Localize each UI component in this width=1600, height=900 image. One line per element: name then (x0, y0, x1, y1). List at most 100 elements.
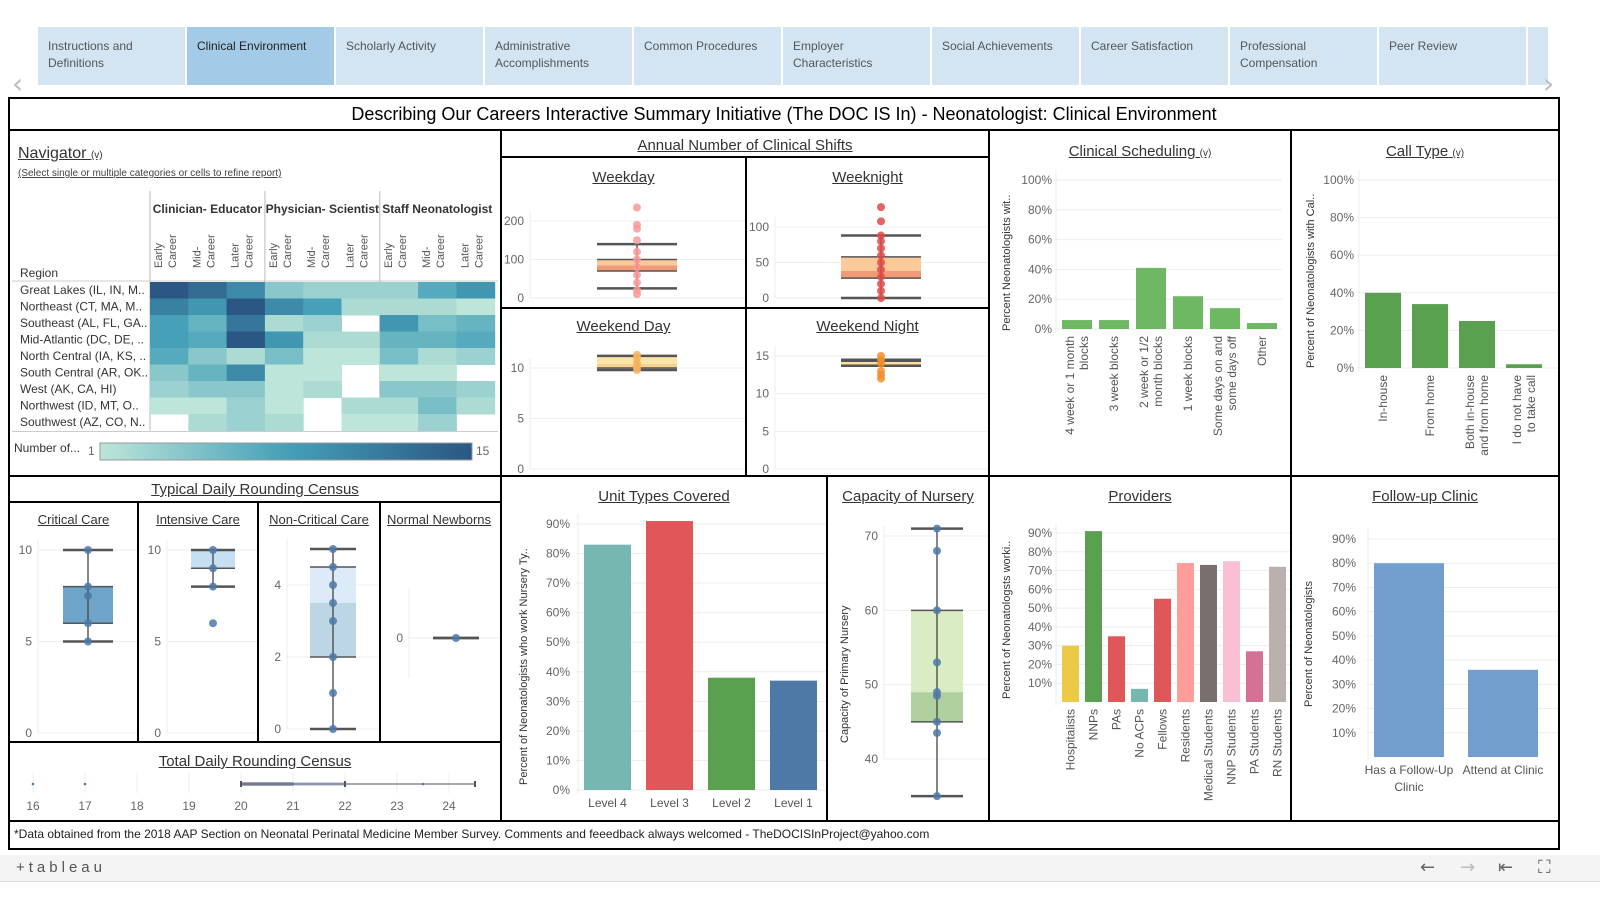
region-label[interactable]: Northwest (ID, MT, O.. (20, 399, 139, 413)
heatmap-cell[interactable] (188, 414, 228, 431)
heatmap-cell[interactable] (264, 381, 304, 398)
tab-peer-review[interactable]: Peer Review (1379, 27, 1526, 85)
data-point[interactable] (291, 782, 295, 786)
region-label[interactable]: Northeast (CT, MA, M.. (20, 300, 142, 314)
heatmap-cell[interactable] (188, 397, 228, 415)
data-point[interactable] (877, 237, 885, 246)
data-point[interactable] (933, 688, 941, 697)
data-point[interactable] (329, 689, 337, 697)
data-point[interactable] (84, 582, 92, 591)
subcolumn-header[interactable]: Mid- (421, 246, 433, 268)
data-point[interactable] (633, 247, 641, 256)
heatmap-cell[interactable] (150, 298, 189, 316)
data-point[interactable] (933, 606, 941, 615)
data-point[interactable] (633, 286, 641, 295)
subcolumn-header[interactable]: Later (459, 243, 471, 268)
heatmap-cell[interactable] (226, 282, 266, 299)
data-point[interactable] (329, 563, 337, 571)
heatmap-cell[interactable] (226, 348, 266, 365)
heatmap-cell[interactable] (150, 364, 189, 382)
tab-overflow[interactable] (1528, 27, 1548, 85)
data-point[interactable] (209, 546, 217, 554)
heatmap-cell[interactable] (418, 282, 457, 299)
data-point[interactable] (933, 717, 941, 726)
subcolumn-header[interactable]: Career (435, 234, 447, 268)
data-point[interactable] (933, 658, 941, 667)
data-point[interactable] (633, 255, 641, 264)
bar[interactable] (1062, 645, 1079, 702)
heatmap-cell[interactable] (188, 381, 228, 398)
heatmap-cell[interactable] (226, 298, 266, 316)
data-point[interactable] (84, 591, 92, 600)
tab-clinical-environment[interactable]: Clinical Environment (187, 27, 334, 85)
data-point[interactable] (84, 637, 92, 646)
navigator-toggle[interactable]: (v) (90, 150, 103, 161)
heatmap-cell[interactable] (418, 381, 457, 398)
heatmap-cell[interactable] (150, 397, 189, 415)
subcolumn-header[interactable]: Early (153, 242, 165, 268)
heatmap-cell[interactable] (341, 331, 381, 349)
bar[interactable] (1099, 320, 1129, 329)
redo-icon[interactable]: → (1460, 857, 1476, 878)
bar[interactable] (1412, 304, 1448, 368)
tableau-logo[interactable]: +tableau (16, 859, 106, 876)
revert-icon[interactable]: ⇤ (1498, 857, 1514, 878)
navigator-title[interactable]: Navigator (v) (18, 145, 103, 163)
heatmap-cell[interactable] (379, 414, 419, 431)
bar[interactable] (1246, 651, 1263, 702)
data-point[interactable] (84, 546, 92, 554)
heatmap-cell[interactable] (456, 315, 496, 332)
region-label[interactable]: Mid-Atlantic (DC, DE, .. (20, 333, 144, 347)
data-point[interactable] (633, 263, 641, 272)
data-point[interactable] (329, 545, 337, 553)
heatmap-cell[interactable] (303, 331, 342, 349)
data-point[interactable] (877, 286, 885, 295)
subcolumn-header[interactable]: Later (230, 243, 242, 268)
bar[interactable] (1062, 320, 1092, 329)
heatmap-cell[interactable] (264, 414, 304, 431)
heatmap-cell[interactable] (226, 414, 266, 431)
heatmap-cell[interactable] (418, 364, 457, 382)
toggle[interactable]: (v) (1452, 148, 1465, 159)
bar[interactable] (708, 677, 755, 790)
tab-employer-characteristics[interactable]: Employer Characteristics (783, 27, 930, 85)
data-point[interactable] (877, 258, 885, 267)
data-point[interactable] (209, 564, 217, 573)
subcolumn-header[interactable]: Career (359, 234, 371, 268)
subcolumn-header[interactable]: Mid- (306, 246, 318, 268)
data-point[interactable] (633, 350, 641, 359)
data-point[interactable] (452, 634, 460, 642)
heatmap-cell[interactable] (303, 282, 342, 299)
subcolumn-header[interactable]: Career (205, 234, 217, 268)
heatmap-cell[interactable] (303, 348, 342, 365)
data-point[interactable] (877, 265, 885, 274)
data-point[interactable] (877, 251, 885, 260)
bar[interactable] (1177, 563, 1194, 702)
region-label[interactable]: North Central (IA, KS, .. (20, 349, 146, 363)
heatmap-cell[interactable] (150, 331, 189, 349)
data-point[interactable] (877, 352, 885, 360)
heatmap-cell[interactable] (150, 348, 189, 365)
bar[interactable] (1223, 561, 1240, 702)
heatmap-cell[interactable] (456, 282, 496, 299)
subcolumn-header[interactable]: Career (320, 234, 332, 268)
data-point[interactable] (877, 294, 885, 302)
data-point[interactable] (329, 617, 337, 625)
heatmap-cell[interactable] (188, 298, 228, 316)
heatmap-cell[interactable] (188, 282, 228, 299)
heatmap-cell[interactable] (264, 364, 304, 382)
bar[interactable] (1269, 566, 1286, 702)
bar[interactable] (646, 521, 693, 790)
heatmap-cell[interactable] (456, 348, 496, 365)
heatmap-cell[interactable] (303, 298, 342, 316)
data-point[interactable] (329, 599, 337, 607)
tab-career-satisfaction[interactable]: Career Satisfaction (1081, 27, 1228, 85)
heatmap-cell[interactable] (188, 331, 228, 349)
heatmap-cell[interactable] (226, 331, 266, 349)
toggle[interactable]: (v) (1199, 148, 1212, 159)
heatmap-cell[interactable] (226, 364, 266, 382)
heatmap-cell[interactable] (379, 331, 419, 349)
data-point[interactable] (633, 278, 641, 287)
tab-social-achievements[interactable]: Social Achievements (932, 27, 1079, 85)
data-point[interactable] (933, 546, 941, 555)
